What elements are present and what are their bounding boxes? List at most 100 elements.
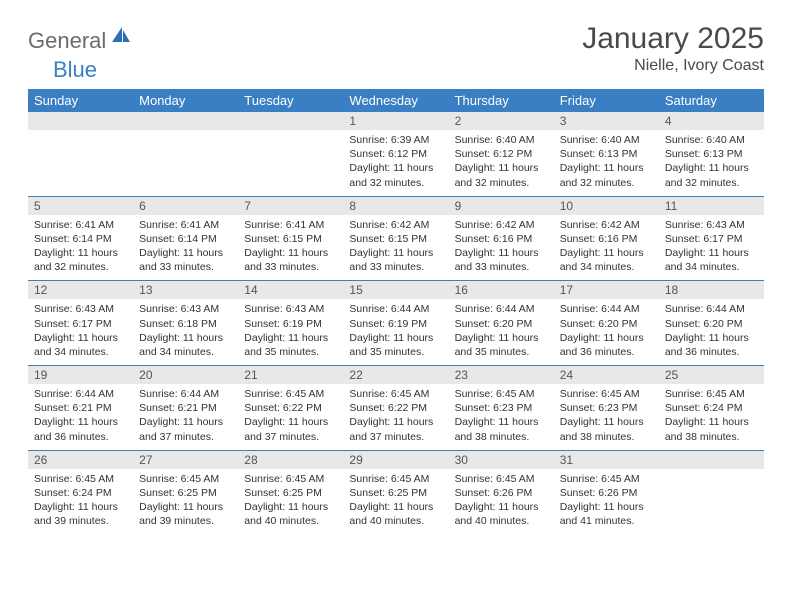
- day-body: Sunrise: 6:44 AMSunset: 6:21 PMDaylight:…: [28, 384, 133, 450]
- day-body: Sunrise: 6:40 AMSunset: 6:12 PMDaylight:…: [449, 130, 554, 196]
- sunset-value: 6:26 PM: [493, 487, 532, 499]
- day-body: Sunrise: 6:44 AMSunset: 6:20 PMDaylight:…: [554, 299, 659, 365]
- daylight-label: Daylight:: [665, 332, 706, 344]
- sunset-label: Sunset:: [139, 402, 175, 414]
- calendar-table: Sunday Monday Tuesday Wednesday Thursday…: [28, 89, 764, 534]
- sunrise-value: 6:43 AM: [286, 303, 325, 315]
- day-number: 11: [659, 197, 764, 215]
- sunrise-value: 6:41 AM: [75, 219, 114, 231]
- col-friday: Friday: [554, 89, 659, 112]
- sunrise-value: 6:44 AM: [181, 388, 220, 400]
- daylight-label: Daylight:: [560, 501, 601, 513]
- col-saturday: Saturday: [659, 89, 764, 112]
- location: Nielle, Ivory Coast: [582, 57, 764, 75]
- day-cell: 7Sunrise: 6:41 AMSunset: 6:15 PMDaylight…: [238, 196, 343, 281]
- day-body: Sunrise: 6:45 AMSunset: 6:22 PMDaylight:…: [238, 384, 343, 450]
- sunrise-label: Sunrise:: [455, 219, 494, 231]
- daylight-label: Daylight:: [139, 247, 180, 259]
- sunset-value: 6:23 PM: [598, 402, 637, 414]
- sunset-value: 6:20 PM: [598, 318, 637, 330]
- day-body: Sunrise: 6:41 AMSunset: 6:15 PMDaylight:…: [238, 215, 343, 281]
- sunrise-value: 6:45 AM: [496, 388, 535, 400]
- sunset-value: 6:25 PM: [178, 487, 217, 499]
- day-body: Sunrise: 6:45 AMSunset: 6:22 PMDaylight:…: [343, 384, 448, 450]
- sunset-label: Sunset:: [34, 402, 70, 414]
- day-body: [133, 130, 238, 180]
- sunrise-value: 6:41 AM: [286, 219, 325, 231]
- day-number: 4: [659, 112, 764, 130]
- sunset-label: Sunset:: [34, 233, 70, 245]
- day-cell: 26Sunrise: 6:45 AMSunset: 6:24 PMDayligh…: [28, 450, 133, 534]
- day-number: 24: [554, 366, 659, 384]
- day-body: Sunrise: 6:42 AMSunset: 6:16 PMDaylight:…: [449, 215, 554, 281]
- daylight-label: Daylight:: [455, 247, 496, 259]
- sunset-value: 6:25 PM: [283, 487, 322, 499]
- day-body: Sunrise: 6:44 AMSunset: 6:21 PMDaylight:…: [133, 384, 238, 450]
- day-body: Sunrise: 6:43 AMSunset: 6:18 PMDaylight:…: [133, 299, 238, 365]
- sunrise-label: Sunrise:: [665, 134, 704, 146]
- day-cell: 4Sunrise: 6:40 AMSunset: 6:13 PMDaylight…: [659, 112, 764, 196]
- sunset-label: Sunset:: [244, 233, 280, 245]
- header: General January 2025 Nielle, Ivory Coast: [28, 22, 764, 75]
- daylight-label: Daylight:: [560, 332, 601, 344]
- sunrise-label: Sunrise:: [455, 388, 494, 400]
- day-number: 10: [554, 197, 659, 215]
- day-body: Sunrise: 6:45 AMSunset: 6:26 PMDaylight:…: [554, 469, 659, 535]
- sunrise-label: Sunrise:: [455, 473, 494, 485]
- day-body: Sunrise: 6:44 AMSunset: 6:20 PMDaylight:…: [449, 299, 554, 365]
- sunset-label: Sunset:: [349, 318, 385, 330]
- week-row: 26Sunrise: 6:45 AMSunset: 6:24 PMDayligh…: [28, 450, 764, 534]
- day-cell: 21Sunrise: 6:45 AMSunset: 6:22 PMDayligh…: [238, 366, 343, 451]
- day-number: 26: [28, 451, 133, 469]
- sunrise-value: 6:45 AM: [496, 473, 535, 485]
- day-cell: 2Sunrise: 6:40 AMSunset: 6:12 PMDaylight…: [449, 112, 554, 196]
- sunset-value: 6:13 PM: [703, 148, 742, 160]
- sunset-value: 6:20 PM: [703, 318, 742, 330]
- sunset-label: Sunset:: [560, 402, 596, 414]
- sunrise-value: 6:45 AM: [75, 473, 114, 485]
- day-number: 6: [133, 197, 238, 215]
- logo-sail-icon: [110, 25, 132, 50]
- day-body: [659, 469, 764, 519]
- day-number: 7: [238, 197, 343, 215]
- sunrise-value: 6:43 AM: [181, 303, 220, 315]
- day-cell: 8Sunrise: 6:42 AMSunset: 6:15 PMDaylight…: [343, 196, 448, 281]
- day-number: 18: [659, 281, 764, 299]
- sunrise-value: 6:44 AM: [601, 303, 640, 315]
- day-cell: [238, 112, 343, 196]
- sunrise-value: 6:40 AM: [601, 134, 640, 146]
- sunset-value: 6:15 PM: [283, 233, 322, 245]
- day-cell: 20Sunrise: 6:44 AMSunset: 6:21 PMDayligh…: [133, 366, 238, 451]
- day-number: 29: [343, 451, 448, 469]
- sunset-value: 6:21 PM: [73, 402, 112, 414]
- day-body: Sunrise: 6:41 AMSunset: 6:14 PMDaylight:…: [28, 215, 133, 281]
- sunset-label: Sunset:: [560, 148, 596, 160]
- day-body: Sunrise: 6:44 AMSunset: 6:19 PMDaylight:…: [343, 299, 448, 365]
- day-cell: 6Sunrise: 6:41 AMSunset: 6:14 PMDaylight…: [133, 196, 238, 281]
- daylight-label: Daylight:: [665, 247, 706, 259]
- sunrise-label: Sunrise:: [34, 388, 73, 400]
- sunset-value: 6:23 PM: [493, 402, 532, 414]
- day-body: [28, 130, 133, 180]
- sunset-label: Sunset:: [349, 148, 385, 160]
- week-row: 1Sunrise: 6:39 AMSunset: 6:12 PMDaylight…: [28, 112, 764, 196]
- sunrise-label: Sunrise:: [560, 473, 599, 485]
- day-cell: 30Sunrise: 6:45 AMSunset: 6:26 PMDayligh…: [449, 450, 554, 534]
- sunrise-value: 6:40 AM: [706, 134, 745, 146]
- daylight-label: Daylight:: [560, 416, 601, 428]
- daylight-label: Daylight:: [244, 501, 285, 513]
- daylight-label: Daylight:: [455, 162, 496, 174]
- daylight-label: Daylight:: [665, 162, 706, 174]
- sunset-value: 6:16 PM: [598, 233, 637, 245]
- sunrise-value: 6:44 AM: [496, 303, 535, 315]
- sunset-value: 6:14 PM: [73, 233, 112, 245]
- day-cell: 3Sunrise: 6:40 AMSunset: 6:13 PMDaylight…: [554, 112, 659, 196]
- sunset-label: Sunset:: [139, 487, 175, 499]
- day-number: 2: [449, 112, 554, 130]
- sunrise-value: 6:43 AM: [706, 219, 745, 231]
- sunset-label: Sunset:: [455, 148, 491, 160]
- day-number: 23: [449, 366, 554, 384]
- sunset-value: 6:15 PM: [388, 233, 427, 245]
- sunrise-value: 6:44 AM: [391, 303, 430, 315]
- sunset-label: Sunset:: [455, 402, 491, 414]
